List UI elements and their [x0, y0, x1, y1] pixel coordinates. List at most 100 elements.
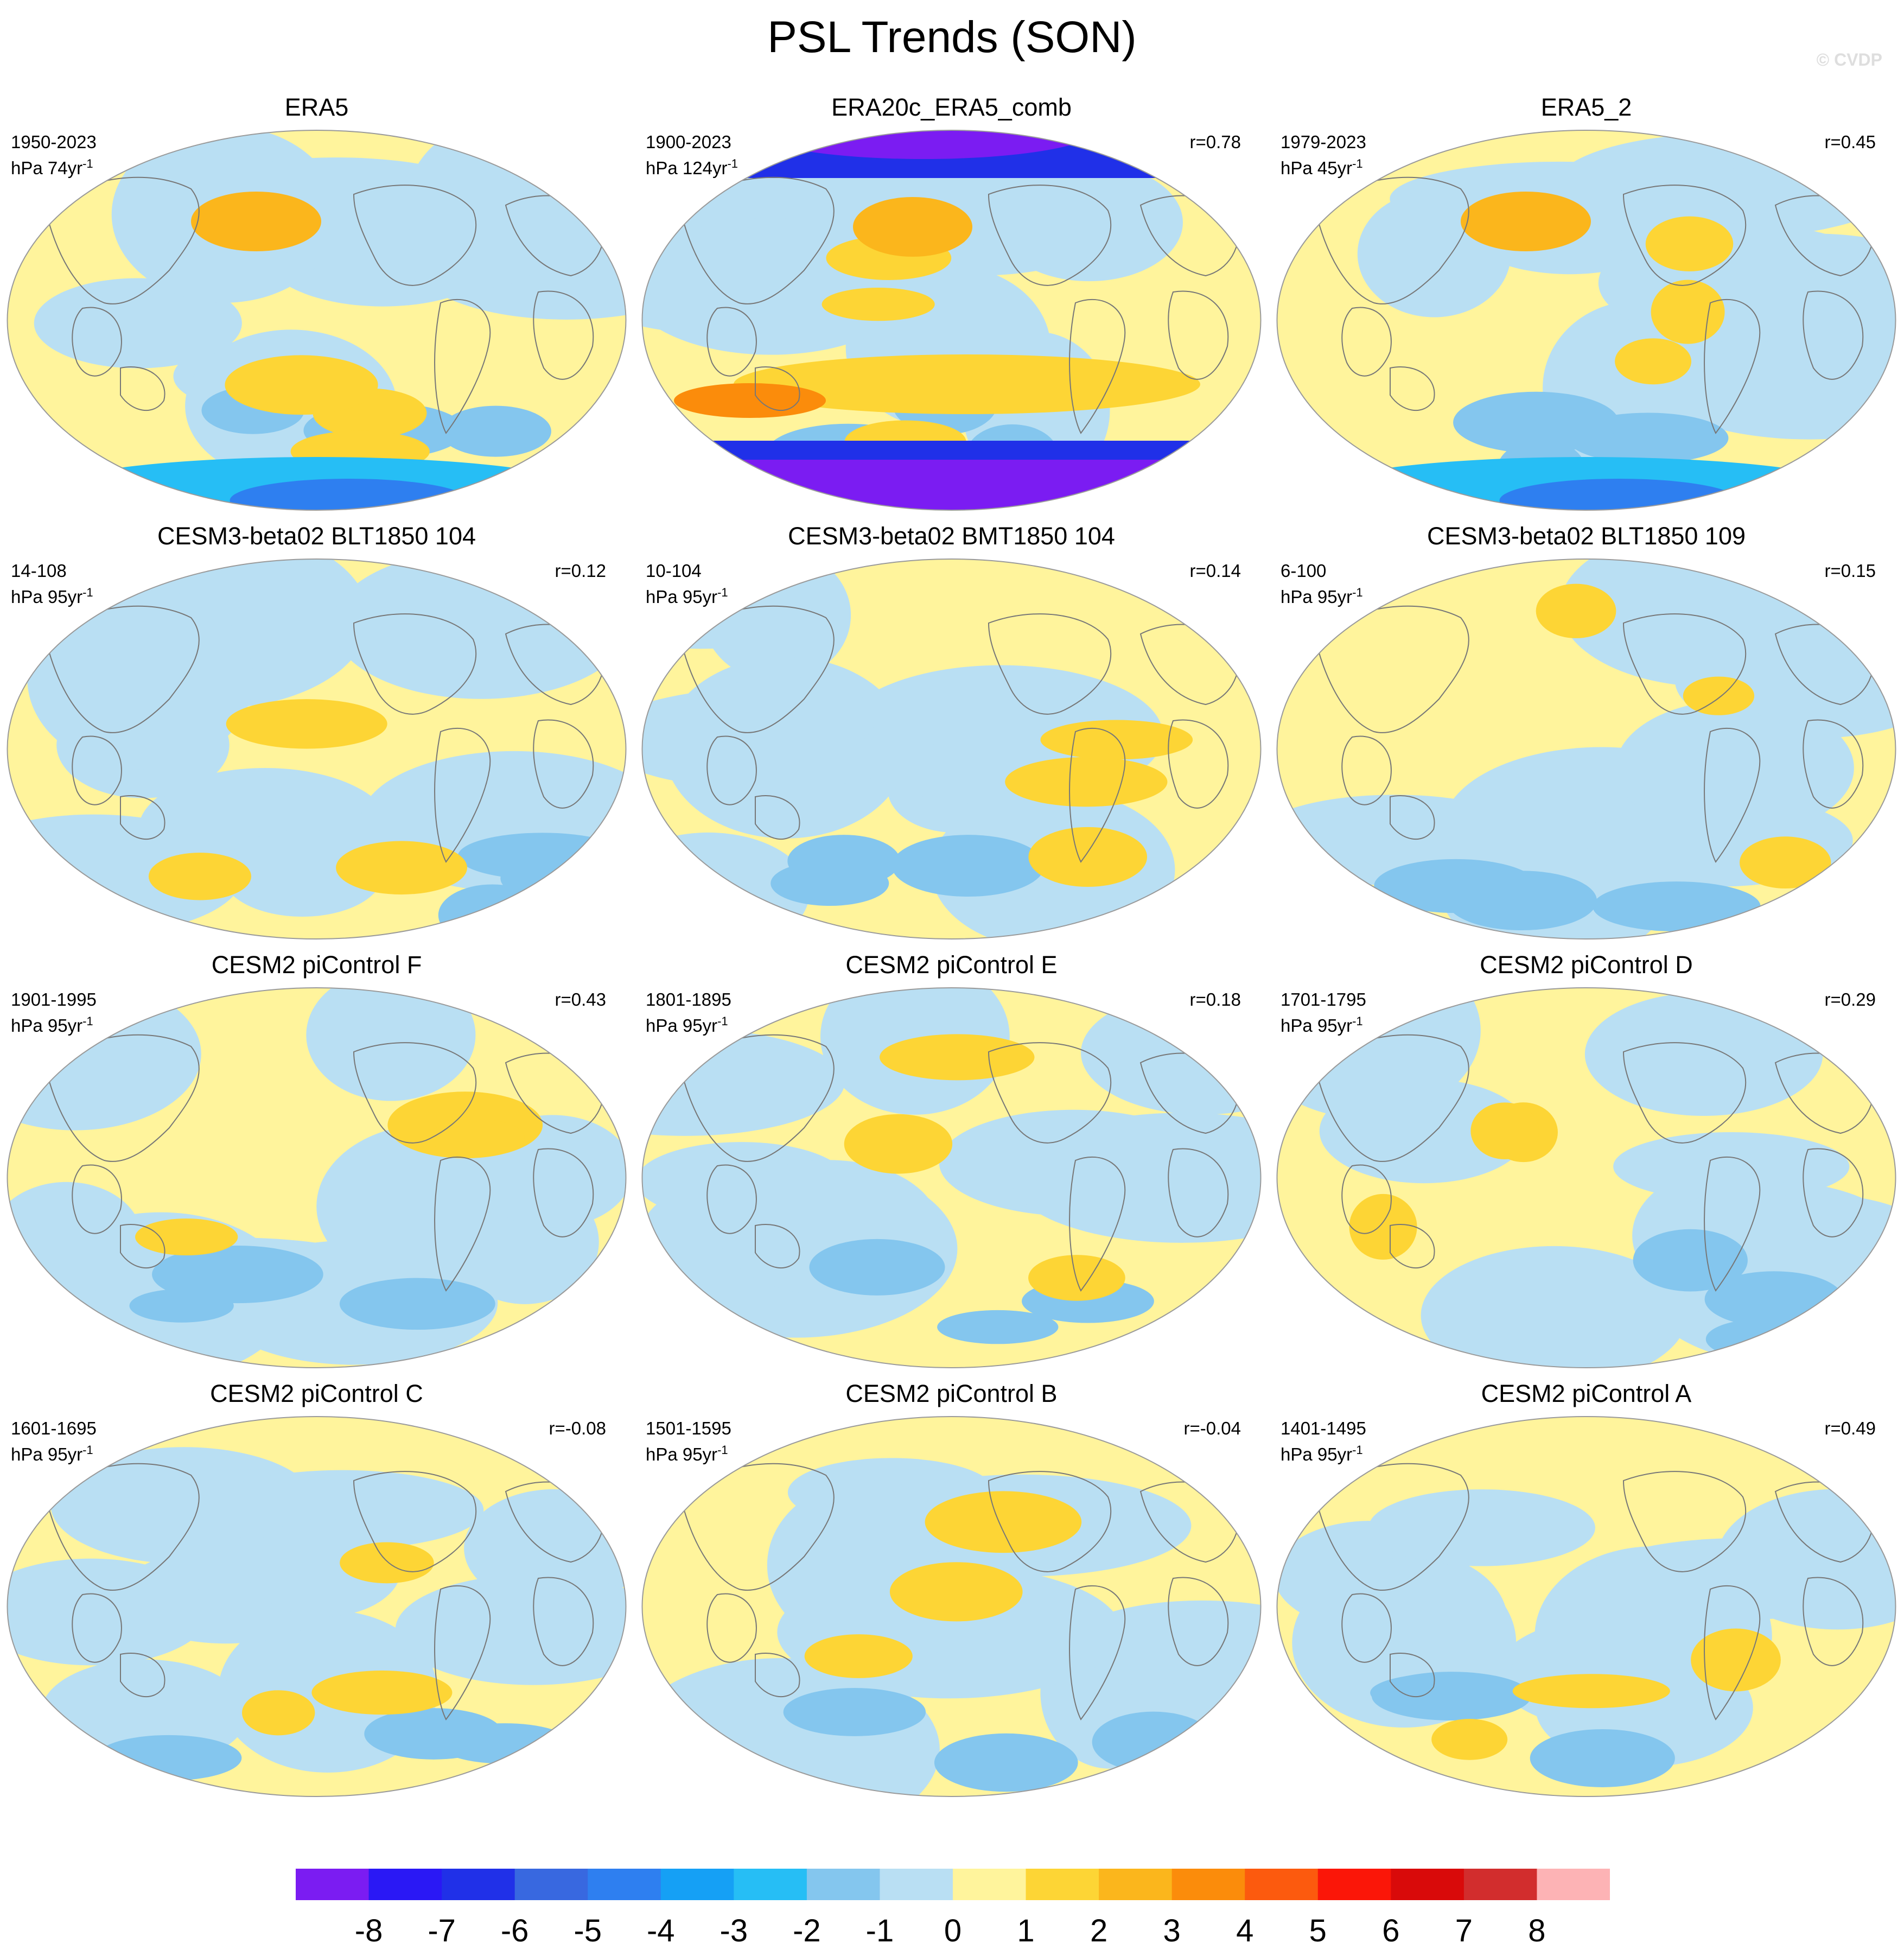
- panel-title: ERA20c_ERA5_comb: [831, 93, 1072, 121]
- coastline: [1069, 1156, 1126, 1292]
- coastline: [434, 1156, 491, 1292]
- panel-unit-text: hPa 124yr: [646, 158, 728, 178]
- positive-anomaly-region: [1005, 757, 1168, 807]
- positive-anomaly-region: [1615, 338, 1692, 385]
- coastline: [1069, 727, 1126, 863]
- map-boundary: [1276, 558, 1896, 939]
- panel-correlation: r=0.43: [555, 989, 607, 1010]
- map-boundary: [7, 987, 627, 1368]
- coastline: [1622, 1471, 1747, 1572]
- panel-title: CESM2 piControl B: [845, 1380, 1058, 1407]
- coastline: [755, 366, 800, 411]
- positive-anomaly-region: [135, 1218, 238, 1256]
- positive-anomaly-region: [1512, 1674, 1670, 1709]
- positive-anomaly-region: [1683, 676, 1755, 715]
- north-pacific-high: [853, 197, 972, 257]
- coastline: [434, 727, 491, 863]
- coastline: [988, 185, 1112, 286]
- panel-unit-text: hPa 95yr: [1281, 587, 1353, 607]
- positive-anomaly-region: [880, 1034, 1035, 1081]
- coastline: [1313, 1463, 1469, 1591]
- colorbar-tick-label: 7: [1455, 1913, 1473, 1948]
- negative-anomaly-region: [642, 1028, 845, 1136]
- panel-period: 1501-1595: [646, 1418, 731, 1438]
- negative-anomaly-region: [1705, 1319, 1817, 1360]
- unit-exponent: -1: [717, 586, 728, 599]
- positive-anomaly-region: [429, 1119, 525, 1156]
- positive-anomaly-region: [241, 1690, 315, 1736]
- map-panel: CESM2 piControl D 1701-1795 hPa 95yr-1 r=0.…: [1270, 951, 1903, 1380]
- panel-correlation: r=0.12: [555, 561, 607, 581]
- panel-period: 1901-1995: [11, 989, 97, 1010]
- colorbar-swatch: [514, 1869, 588, 1900]
- map-boundary: [641, 130, 1262, 511]
- map-panel: CESM2 piControl B 1501-1595 hPa 95yr-1 r=-0…: [635, 1380, 1268, 1808]
- panel-correlation: r=-0.04: [1183, 1418, 1241, 1438]
- colorbar-swatch: [296, 1869, 370, 1900]
- panel-correlation: r=-0.08: [549, 1418, 606, 1438]
- coastline: [353, 185, 477, 286]
- positive-anomaly-region: [336, 841, 467, 895]
- panel-correlation: r=0.14: [1189, 561, 1241, 581]
- colorbar-tick-label: 3: [1163, 1913, 1181, 1948]
- panel-unit-text: hPa 74yr: [11, 158, 83, 178]
- trend-map: [7, 130, 627, 511]
- panel-period: 1950-2023: [11, 132, 97, 152]
- antarctic-low-core: [230, 479, 469, 510]
- colorbar-tick-label: -1: [865, 1913, 894, 1948]
- colorbar-swatch: [368, 1869, 442, 1900]
- negative-anomaly-region: [1453, 391, 1619, 453]
- coastline: [678, 1034, 835, 1162]
- positive-anomaly-region: [340, 1542, 434, 1584]
- colorbar-tick-label: 5: [1309, 1913, 1327, 1948]
- negative-anomaly-region: [1421, 1246, 1687, 1368]
- positive-anomaly-region: [1645, 216, 1734, 272]
- panel-unit-text: hPa 95yr: [646, 1015, 718, 1036]
- unit-exponent: -1: [82, 586, 93, 599]
- colorbar-swatch: [734, 1869, 807, 1900]
- coastline: [353, 1042, 477, 1144]
- coastline: [1313, 1034, 1469, 1162]
- map-panel: CESM2 piControl E 1801-1895 hPa 95yr-1 r=0.…: [635, 951, 1268, 1380]
- cvdp-watermark: © CVDP: [1816, 50, 1882, 69]
- map-boundary: [641, 558, 1262, 939]
- negative-anomaly-region: [152, 1245, 323, 1304]
- trend-map: [641, 987, 1262, 1368]
- map-panel: CESM3-beta02 BMT1850 104 10-104 hPa 95yr-1…: [635, 522, 1268, 951]
- panel-title: CESM2 piControl D: [1480, 951, 1693, 979]
- coastline: [1622, 1042, 1747, 1144]
- unit-exponent: -1: [727, 157, 738, 170]
- positive-anomaly-region: [1470, 1102, 1539, 1160]
- coastline: [120, 366, 165, 411]
- coastline: [678, 1463, 835, 1591]
- panel-unit-text: hPa 95yr: [646, 1444, 718, 1464]
- coastline: [72, 1164, 122, 1234]
- coastline: [120, 1653, 165, 1697]
- positive-anomaly-region: [1028, 827, 1147, 887]
- negative-anomaly-region: [937, 1310, 1059, 1344]
- panel-period: 1401-1495: [1281, 1418, 1366, 1438]
- negative-anomaly-region: [34, 278, 242, 369]
- positive-anomaly-region: [225, 355, 378, 415]
- coastline: [1341, 307, 1392, 377]
- negative-anomaly-region: [891, 835, 1045, 897]
- negative-anomaly-region: [690, 677, 875, 761]
- panel-period: 1601-1695: [11, 1418, 97, 1438]
- panel-title: CESM2 piControl A: [1481, 1380, 1692, 1407]
- panel-title: ERA5: [284, 93, 349, 121]
- unit-exponent: -1: [82, 157, 93, 170]
- panel-unit: hPa 95yr-1: [1281, 582, 1363, 608]
- negative-anomaly-region: [246, 1519, 402, 1617]
- panel-unit: hPa 95yr-1: [11, 1439, 93, 1465]
- figure-title: PSL Trends (SON): [767, 12, 1137, 62]
- north-pacific-high: [191, 192, 321, 251]
- map-boundary: [1276, 130, 1896, 511]
- map-boundary: [7, 130, 627, 511]
- coastline: [353, 1471, 477, 1572]
- map-panel: CESM2 piControl F 1901-1995 hPa 95yr-1 r=0.…: [0, 951, 633, 1380]
- coastline: [120, 795, 165, 840]
- unit-exponent: -1: [1352, 586, 1363, 599]
- coastline: [1390, 1653, 1435, 1697]
- colorbar-tick-label: 0: [944, 1913, 962, 1948]
- coastline: [988, 1471, 1112, 1572]
